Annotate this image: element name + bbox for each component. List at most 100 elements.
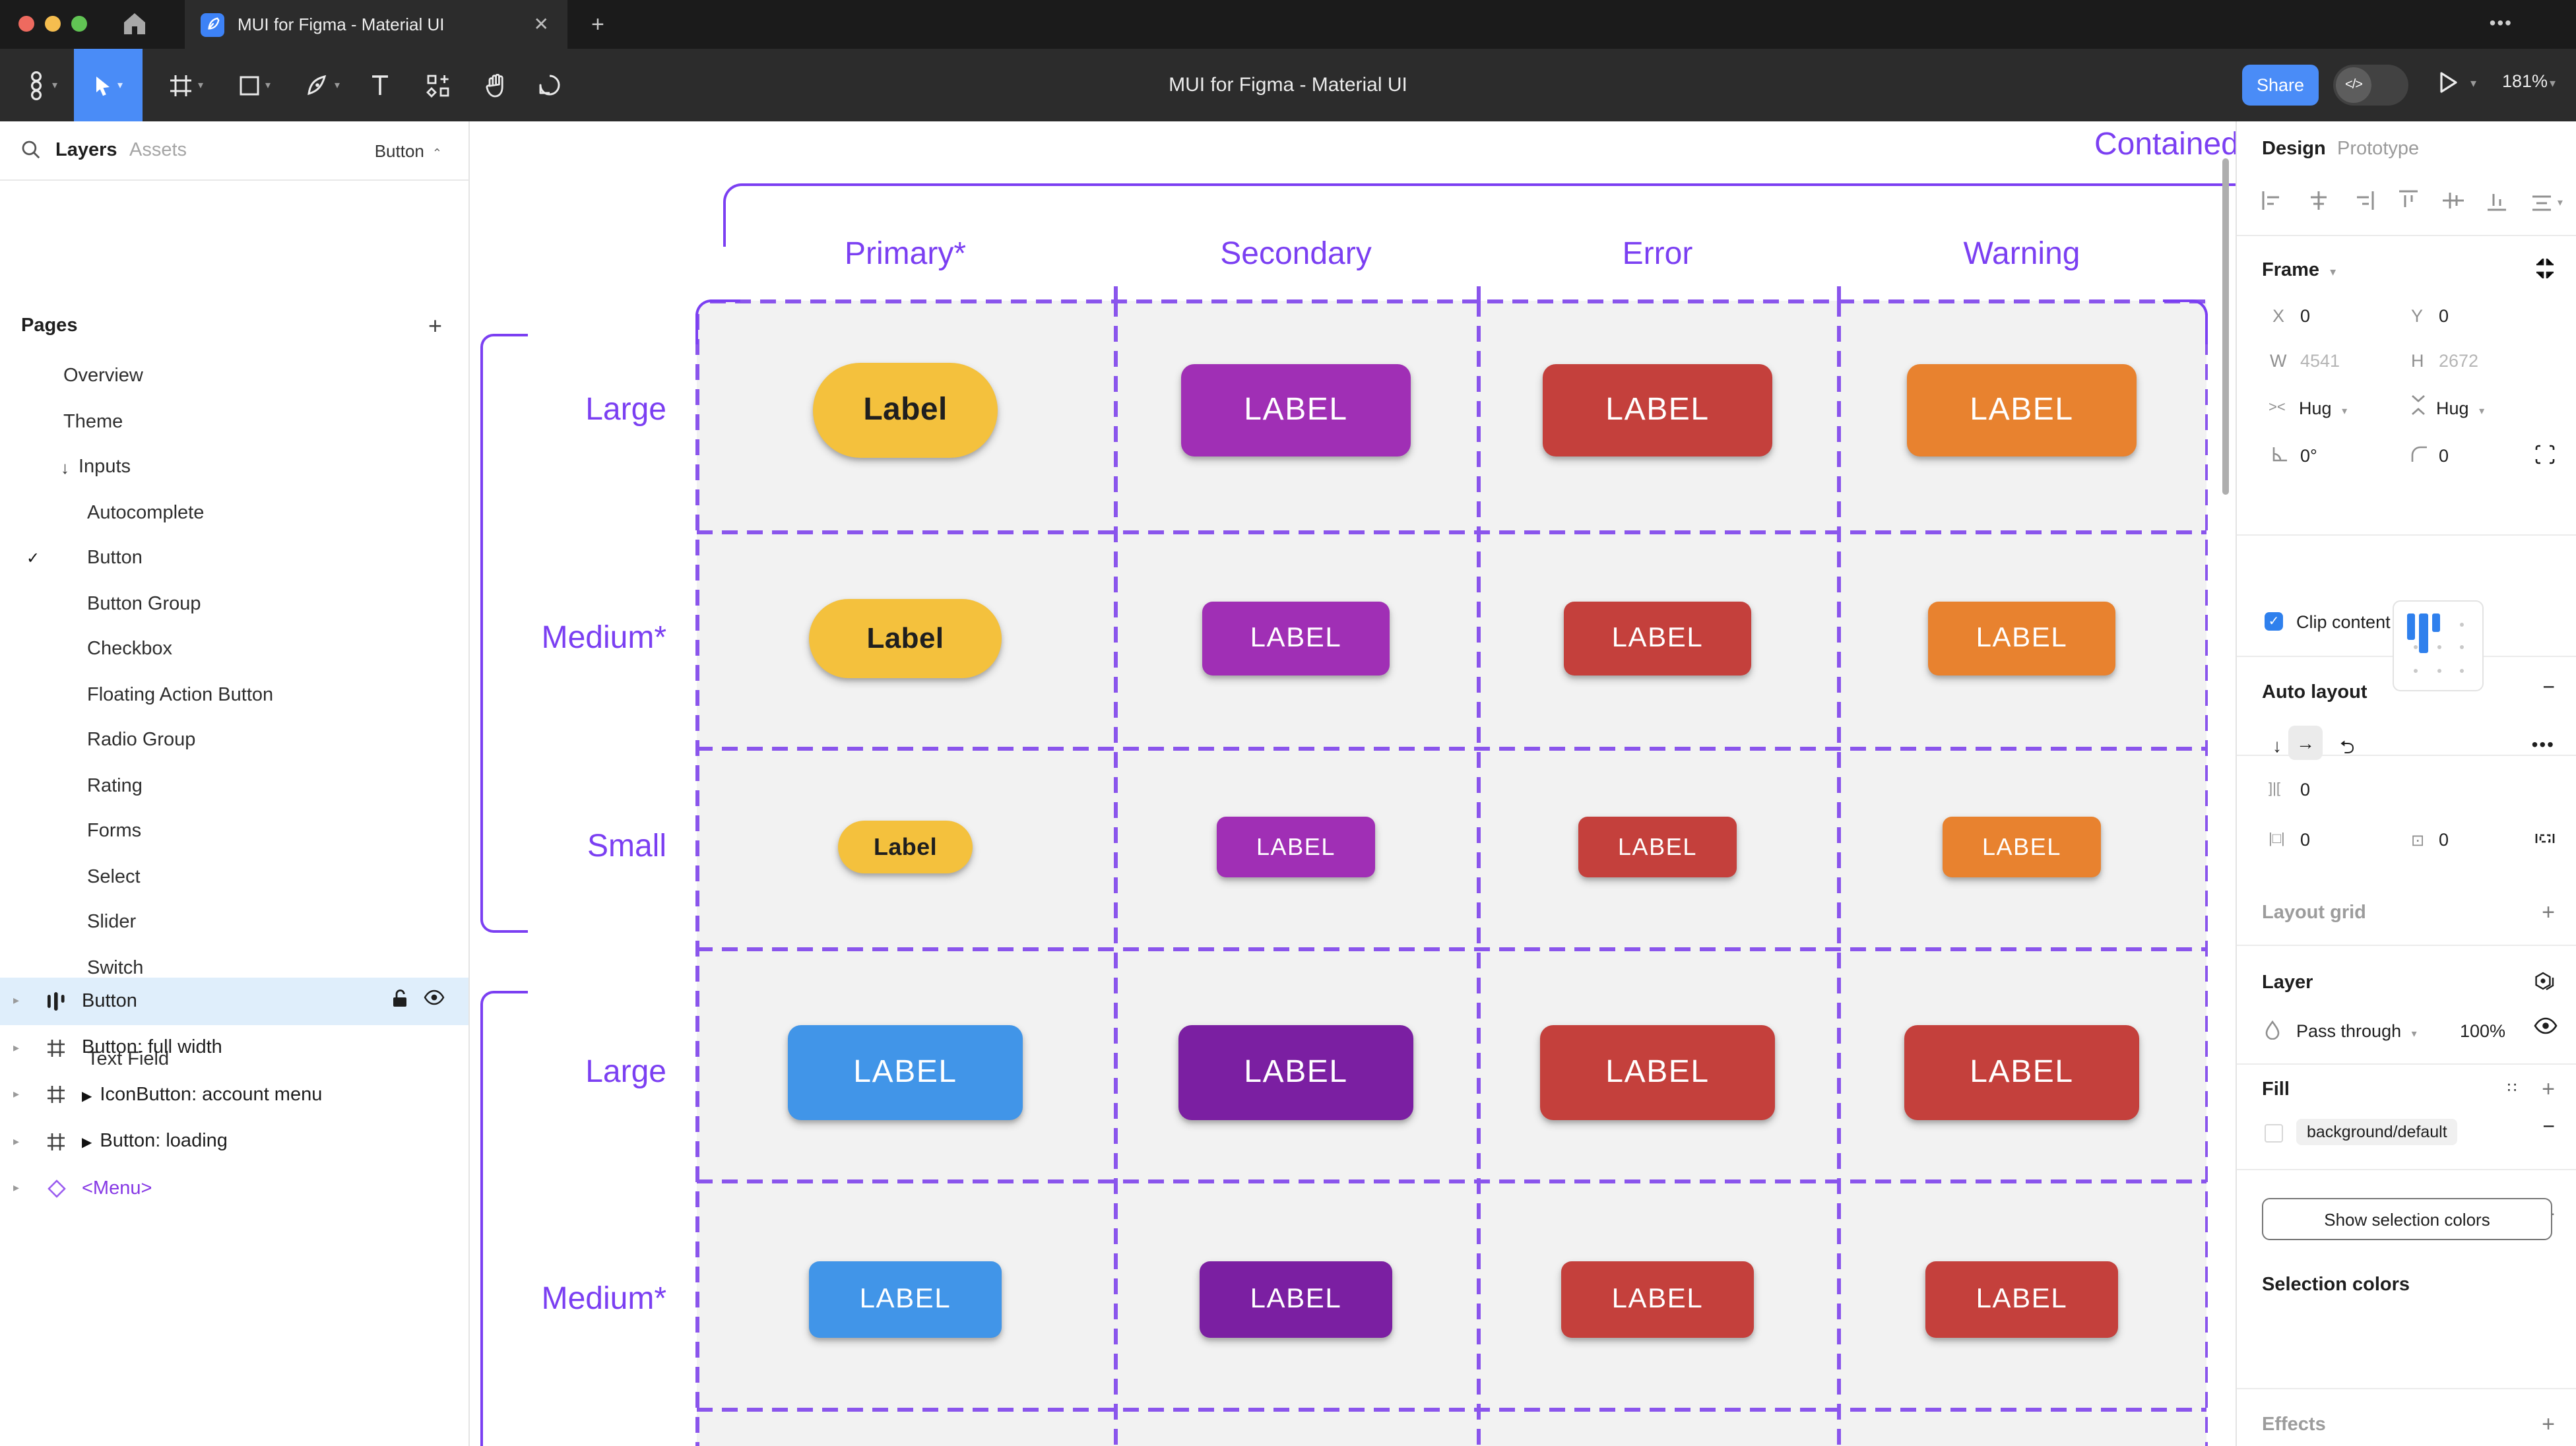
variant-button-r3-c1[interactable]: Label [838,821,973,873]
hug-vertical-select[interactable]: Hug ▾ [2436,398,2485,418]
page-item-overview[interactable]: Overview [0,354,468,399]
align-right-icon[interactable] [2354,191,2375,214]
variant-button-r1-c2[interactable]: LABEL [1181,364,1411,456]
variant-button-r5-c4[interactable]: LABEL [1925,1261,2118,1338]
distribute-icon[interactable]: ▾ [2532,195,2563,210]
move-tool-button[interactable]: ▾ [74,49,143,121]
horizontal-padding-input[interactable]: 0 [2300,830,2311,850]
direction-down-icon[interactable]: ↓ [2272,735,2282,756]
add-fill-button[interactable]: + [2542,1077,2555,1102]
alignment-widget[interactable] [2393,600,2484,691]
shape-tool-button[interactable]: ▾ [224,49,285,121]
variant-button-r5-c3[interactable]: LABEL [1561,1261,1754,1338]
resources-tool-button[interactable] [417,49,459,121]
fill-styles-icon[interactable]: ∷ [2507,1081,2518,1096]
page-item-floating-action-button[interactable]: Floating Action Button [0,672,468,718]
page-item-rating[interactable]: Rating [0,763,468,809]
visibility-eye-icon[interactable] [424,990,445,1013]
page-item-autocomplete[interactable]: Autocomplete [0,490,468,536]
main-menu-button[interactable]: ▾ [16,49,69,121]
canvas[interactable]: Contained Primary* Secondary Error Warning … [471,121,2236,1446]
add-page-button[interactable]: + [428,313,442,339]
variant-button-r1-c1[interactable]: Label [813,363,998,458]
variant-button-r4-c4[interactable]: LABEL [1904,1025,2139,1120]
layer-visibility-eye-icon[interactable] [2534,1017,2558,1038]
add-layout-grid-button[interactable]: + [2542,900,2555,925]
variant-button-r3-c3[interactable]: LABEL [1578,817,1737,877]
variant-button-r2-c1[interactable]: Label [809,599,1002,678]
align-bottom-icon[interactable] [2488,190,2507,215]
variant-button-r4-c3[interactable]: LABEL [1540,1025,1775,1120]
variant-button-r4-c1[interactable]: LABEL [788,1025,1023,1120]
page-item-theme[interactable]: Theme [0,399,468,445]
variant-button-r1-c4[interactable]: LABEL [1907,364,2137,456]
expand-caret-icon[interactable]: ▸ [13,1134,20,1148]
zoom-level[interactable]: 181% [2502,71,2548,91]
show-selection-colors-button[interactable]: Show selection colors [2262,1198,2552,1240]
unlock-icon[interactable] [392,989,408,1013]
page-item-forms[interactable]: Forms [0,809,468,854]
variant-button-r3-c4[interactable]: LABEL [1943,817,2101,877]
layer-row-button-full-width[interactable]: ▸ Button: full width [0,1024,468,1071]
align-left-icon[interactable] [2262,191,2283,214]
text-tool-button[interactable] [359,49,401,121]
dev-mode-toggle[interactable]: </> [2333,65,2408,106]
page-item-switch[interactable]: Switch [0,945,468,991]
vertical-padding-input[interactable]: 0 [2439,830,2449,850]
share-button[interactable]: Share [2242,65,2319,106]
page-item-inputs[interactable]: ↓ Inputs [0,445,468,490]
direction-right-icon[interactable]: → [2288,726,2323,760]
shrink-to-fit-icon[interactable] [2535,258,2555,282]
frame-tool-button[interactable]: ▾ [156,49,216,121]
corner-radius-input[interactable]: 0 [2439,446,2449,466]
variant-button-r5-c1[interactable]: LABEL [809,1261,1002,1338]
hand-tool-button[interactable] [475,49,517,121]
comment-tool-button[interactable] [528,49,570,121]
window-zoom-button[interactable] [71,16,87,32]
layer-row-button[interactable]: ▸ Button [0,978,468,1024]
x-input[interactable]: 0 [2300,306,2311,326]
expand-caret-icon[interactable]: ▸ [13,1181,20,1195]
file-tab[interactable]: MUI for Figma - Material UI ✕ [185,0,567,49]
layer-row-iconbutton-account-menu[interactable]: ▸ ▶ IconButton: account menu [0,1071,468,1118]
selection-collapse-control[interactable]: Button ⌃ [374,141,442,161]
hug-horizontal-select[interactable]: Hug ▾ [2299,398,2348,418]
variant-button-r2-c2[interactable]: LABEL [1202,602,1390,676]
tab-close-icon[interactable]: ✕ [533,13,549,34]
page-item-select[interactable]: Select [0,854,468,900]
expand-caret-icon[interactable]: ▸ [13,1040,20,1054]
layer-row-button-loading[interactable]: ▸ ▶ Button: loading [0,1118,468,1165]
independent-padding-icon[interactable] [2535,829,2555,852]
variant-button-r2-c3[interactable]: LABEL [1564,602,1751,676]
expand-caret-icon[interactable]: ▸ [13,1087,20,1101]
blend-mode-icon[interactable] [2534,971,2555,996]
present-button[interactable] [2439,71,2459,100]
page-item-checkbox[interactable]: Checkbox [0,627,468,672]
align-top-icon[interactable] [2399,190,2418,215]
tab-prototype[interactable]: Prototype [2337,139,2420,160]
expand-caret-icon[interactable]: ▸ [13,993,20,1007]
width-input[interactable]: 4541 [2300,351,2340,371]
variant-button-r5-c2[interactable]: LABEL [1200,1261,1392,1338]
canvas-scrollbar[interactable] [2222,158,2229,495]
remove-auto-layout-button[interactable]: − [2542,677,2555,699]
page-item-slider[interactable]: Slider [0,900,468,945]
variant-button-r2-c4[interactable]: LABEL [1928,602,2115,676]
variant-button-r3-c2[interactable]: LABEL [1217,817,1375,877]
blend-mode-select[interactable]: Pass through ▾ [2296,1021,2417,1041]
new-tab-button[interactable]: + [591,12,604,37]
frame-type-dropdown[interactable]: Frame ▾ [2262,260,2336,281]
rotation-input[interactable]: 0° [2300,446,2317,466]
page-item-text-field[interactable]: Text Field [0,1036,468,1082]
auto-layout-more-icon[interactable]: ••• [2531,734,2555,755]
fill-token-chip[interactable]: background/default [2296,1119,2458,1145]
frame-title-label[interactable]: Contained [2094,127,2236,162]
window-close-button[interactable] [18,16,34,32]
tab-layers[interactable]: Layers [55,140,117,161]
chevron-down-icon[interactable]: ▾ [2550,77,2556,90]
fill-color-swatch[interactable] [2265,1124,2283,1143]
window-minimize-button[interactable] [45,16,61,32]
y-input[interactable]: 0 [2439,306,2449,326]
independent-corners-icon[interactable] [2535,445,2555,468]
search-icon[interactable] [21,140,41,166]
